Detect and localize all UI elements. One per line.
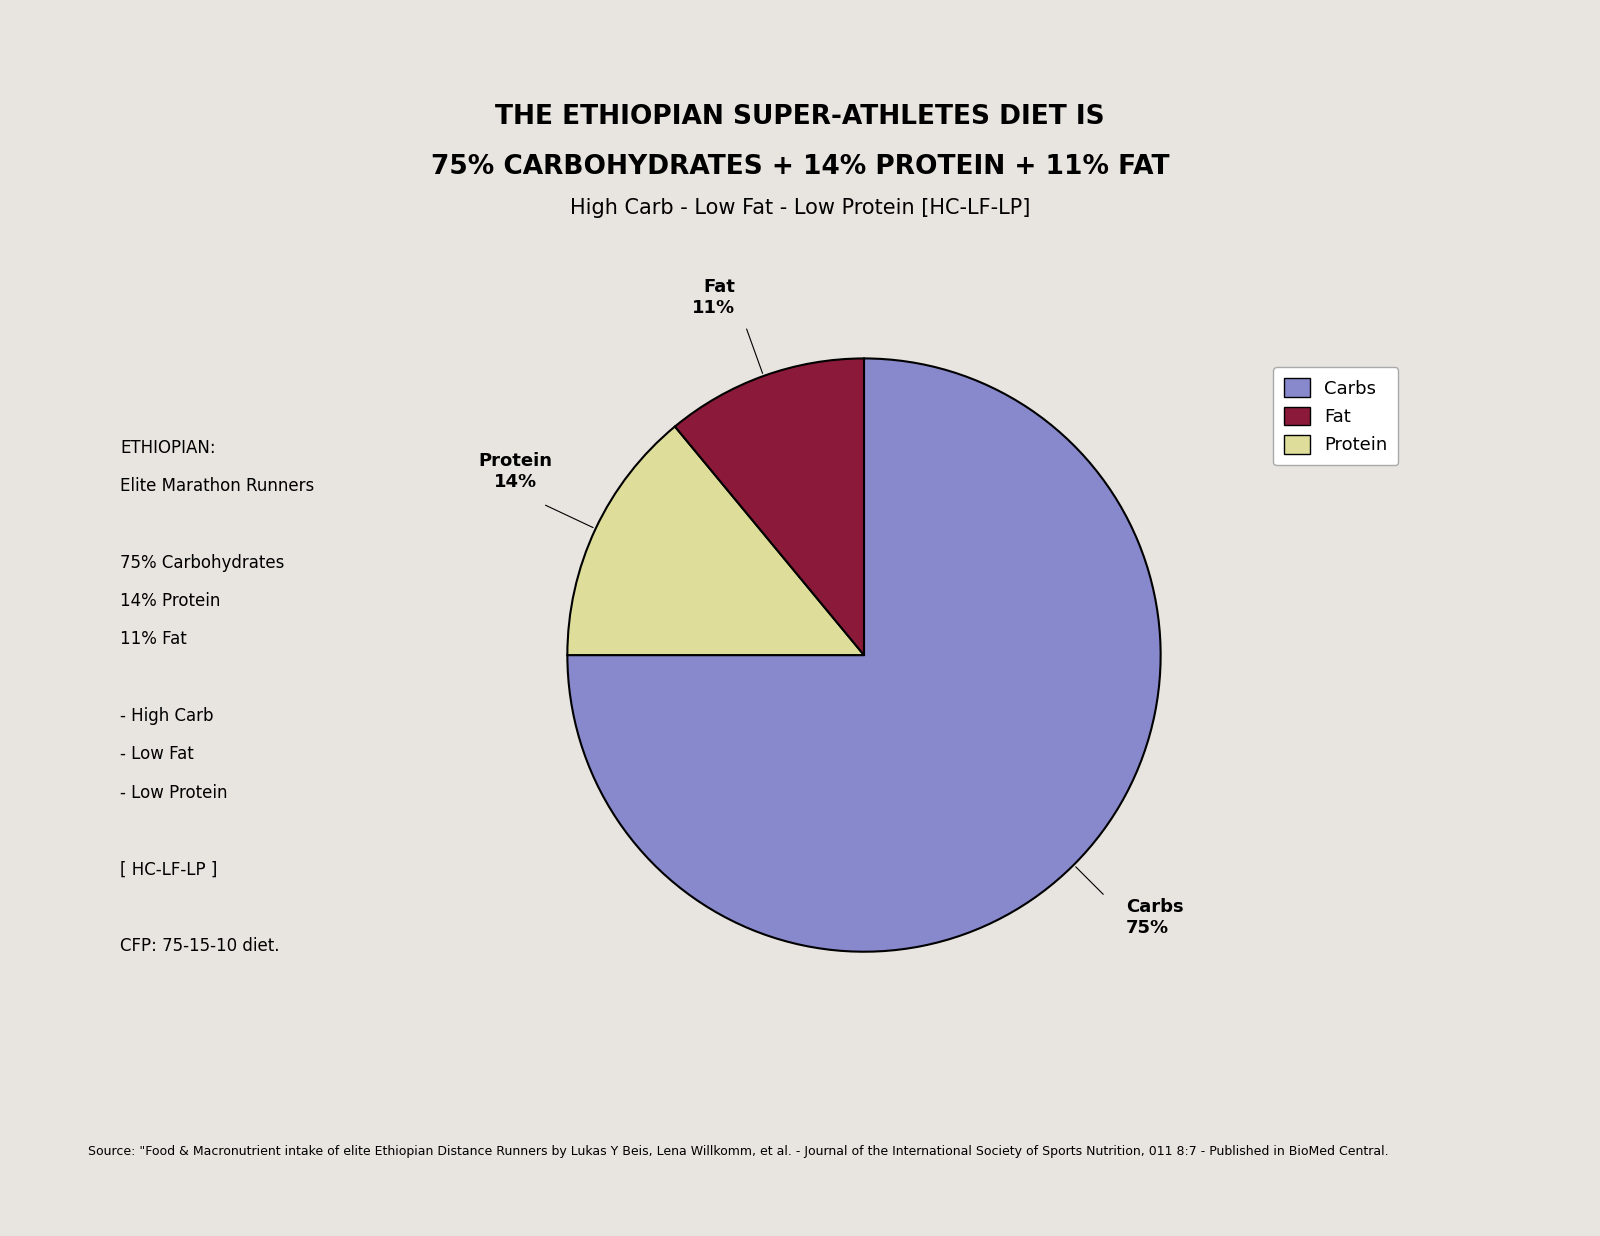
Text: 75% CARBOHYDRATES + 14% PROTEIN + 11% FAT: 75% CARBOHYDRATES + 14% PROTEIN + 11% FA…	[430, 153, 1170, 180]
Text: 75% Carbohydrates: 75% Carbohydrates	[120, 554, 285, 572]
Text: 11% Fat: 11% Fat	[120, 630, 187, 649]
Text: CFP: 75-15-10 diet.: CFP: 75-15-10 diet.	[120, 937, 280, 955]
Text: ETHIOPIAN:: ETHIOPIAN:	[120, 439, 216, 457]
Text: - Low Fat: - Low Fat	[120, 745, 194, 764]
Text: - High Carb: - High Carb	[120, 707, 213, 726]
Text: Carbs
75%: Carbs 75%	[1126, 897, 1184, 937]
Text: Protein
14%: Protein 14%	[478, 452, 552, 491]
Text: [ HC-LF-LP ]: [ HC-LF-LP ]	[120, 860, 218, 879]
Text: THE ETHIOPIAN SUPER-ATHLETES DIET IS: THE ETHIOPIAN SUPER-ATHLETES DIET IS	[494, 104, 1106, 131]
Text: - Low Protein: - Low Protein	[120, 784, 227, 802]
Text: High Carb - Low Fat - Low Protein [HC-LF-LP]: High Carb - Low Fat - Low Protein [HC-LF…	[570, 198, 1030, 218]
Text: Elite Marathon Runners: Elite Marathon Runners	[120, 477, 314, 496]
Text: Fat
11%: Fat 11%	[693, 278, 736, 318]
Text: Source: "Food & Macronutrient intake of elite Ethiopian Distance Runners by Luka: Source: "Food & Macronutrient intake of …	[88, 1146, 1389, 1158]
Wedge shape	[568, 426, 864, 655]
Wedge shape	[675, 358, 864, 655]
Wedge shape	[568, 358, 1160, 952]
Text: 14% Protein: 14% Protein	[120, 592, 221, 611]
Legend: Carbs, Fat, Protein: Carbs, Fat, Protein	[1274, 367, 1398, 465]
